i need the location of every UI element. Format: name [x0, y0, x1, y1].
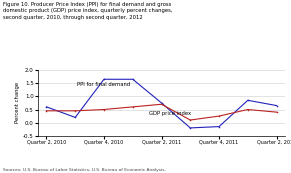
Text: GDP price index: GDP price index [149, 111, 191, 116]
Text: Sources: U.S. Bureau of Labor Statistics, U.S. Bureau of Economic Analysis.: Sources: U.S. Bureau of Labor Statistics… [3, 168, 166, 172]
Text: Figure 10. Producer Price Index (PPI) for final demand and gross
domestic produc: Figure 10. Producer Price Index (PPI) fo… [3, 2, 172, 20]
Y-axis label: Percent change: Percent change [15, 82, 20, 124]
Text: PPI for final demand: PPI for final demand [77, 82, 130, 87]
